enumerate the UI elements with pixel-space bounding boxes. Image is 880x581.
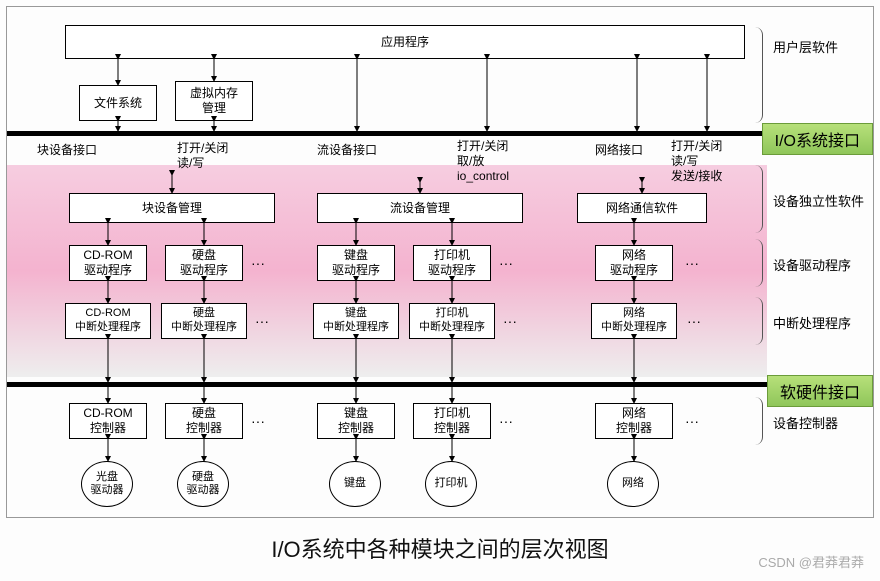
brace-4 [755, 297, 763, 345]
box-vm: 虚拟内存 管理 [175, 81, 253, 121]
hdr-net: 网络接口 [595, 143, 643, 158]
rlabel-5: 设备控制器 [773, 413, 838, 432]
diagram-title: I/O系统中各种模块之间的层次视图 [0, 532, 880, 564]
box-prn-isr: 打印机 中断处理程序 [409, 303, 495, 339]
box-cdrom-ctrl: CD-ROM 控制器 [69, 403, 147, 439]
hdr-net-ops: 打开/关闭 读/写 发送/接收 [671, 139, 722, 184]
rlabel-3: 设备驱动程序 [773, 255, 851, 274]
box-net-mgr: 网络通信软件 [577, 193, 707, 223]
box-block-mgr: 块设备管理 [69, 193, 275, 223]
dev-net: 网络 [607, 461, 659, 507]
box-app: 应用程序 [65, 25, 745, 59]
dev-kbd: 键盘 [329, 461, 381, 507]
dev-cdrom: 光盘 驱动器 [81, 461, 133, 507]
box-kbd-isr: 键盘 中断处理程序 [313, 303, 399, 339]
dots-drv-2: ··· [499, 255, 513, 271]
box-prn-ctrl: 打印机 控制器 [413, 403, 491, 439]
divider-hw-sw-interface [7, 382, 873, 387]
rlabel-2: 设备独立性软件 [773, 191, 864, 210]
box-kbd-drv: 键盘 驱动程序 [317, 245, 395, 281]
brace-1 [755, 27, 763, 123]
tag-io-interface: I/O系统接口 [762, 123, 873, 155]
box-prn-drv: 打印机 驱动程序 [413, 245, 491, 281]
box-cdrom-drv: CD-ROM 驱动程序 [69, 245, 147, 281]
rlabel-4: 中断处理程序 [773, 313, 851, 332]
box-net-isr: 网络 中断处理程序 [591, 303, 677, 339]
dots-isr-2: ··· [503, 313, 517, 329]
dots-isr-1: ··· [255, 313, 269, 329]
box-cdrom-isr: CD-ROM 中断处理程序 [65, 303, 151, 339]
box-net-drv: 网络 驱动程序 [595, 245, 673, 281]
hdr-stream: 流设备接口 [317, 143, 377, 158]
brace-5 [755, 397, 763, 445]
rlabel-1: 用户层软件 [773, 37, 838, 56]
dev-hdd: 硬盘 驱动器 [177, 461, 229, 507]
dots-drv-1: ··· [251, 255, 265, 271]
watermark: CSDN @君莽君莽 [758, 552, 864, 571]
hdr-block: 块设备接口 [37, 143, 97, 158]
dots-ctrl-3: ··· [685, 413, 699, 429]
dots-ctrl-1: ··· [251, 413, 265, 429]
box-net-ctrl: 网络 控制器 [595, 403, 673, 439]
box-hdd-drv: 硬盘 驱动程序 [165, 245, 243, 281]
tag-hw-sw-interface: 软硬件接口 [767, 375, 873, 407]
brace-3 [755, 239, 763, 287]
dev-prn: 打印机 [425, 461, 477, 507]
box-hdd-isr: 硬盘 中断处理程序 [161, 303, 247, 339]
diagram-canvas: I/O系统接口 软硬件接口 应用程序 文件系统 虚拟内存 管理 块设备接口 打开… [6, 6, 874, 518]
dots-ctrl-2: ··· [499, 413, 513, 429]
box-stream-mgr: 流设备管理 [317, 193, 523, 223]
dots-isr-3: ··· [687, 313, 701, 329]
hdr-block-ops: 打开/关闭 读/写 [177, 141, 228, 171]
brace-2 [755, 165, 763, 233]
dots-drv-3: ··· [685, 255, 699, 271]
divider-io-interface [7, 131, 873, 136]
box-fs: 文件系统 [79, 85, 157, 121]
hdr-stream-ops: 打开/关闭 取/放 io_control [457, 139, 509, 184]
box-kbd-ctrl: 键盘 控制器 [317, 403, 395, 439]
box-hdd-ctrl: 硬盘 控制器 [165, 403, 243, 439]
